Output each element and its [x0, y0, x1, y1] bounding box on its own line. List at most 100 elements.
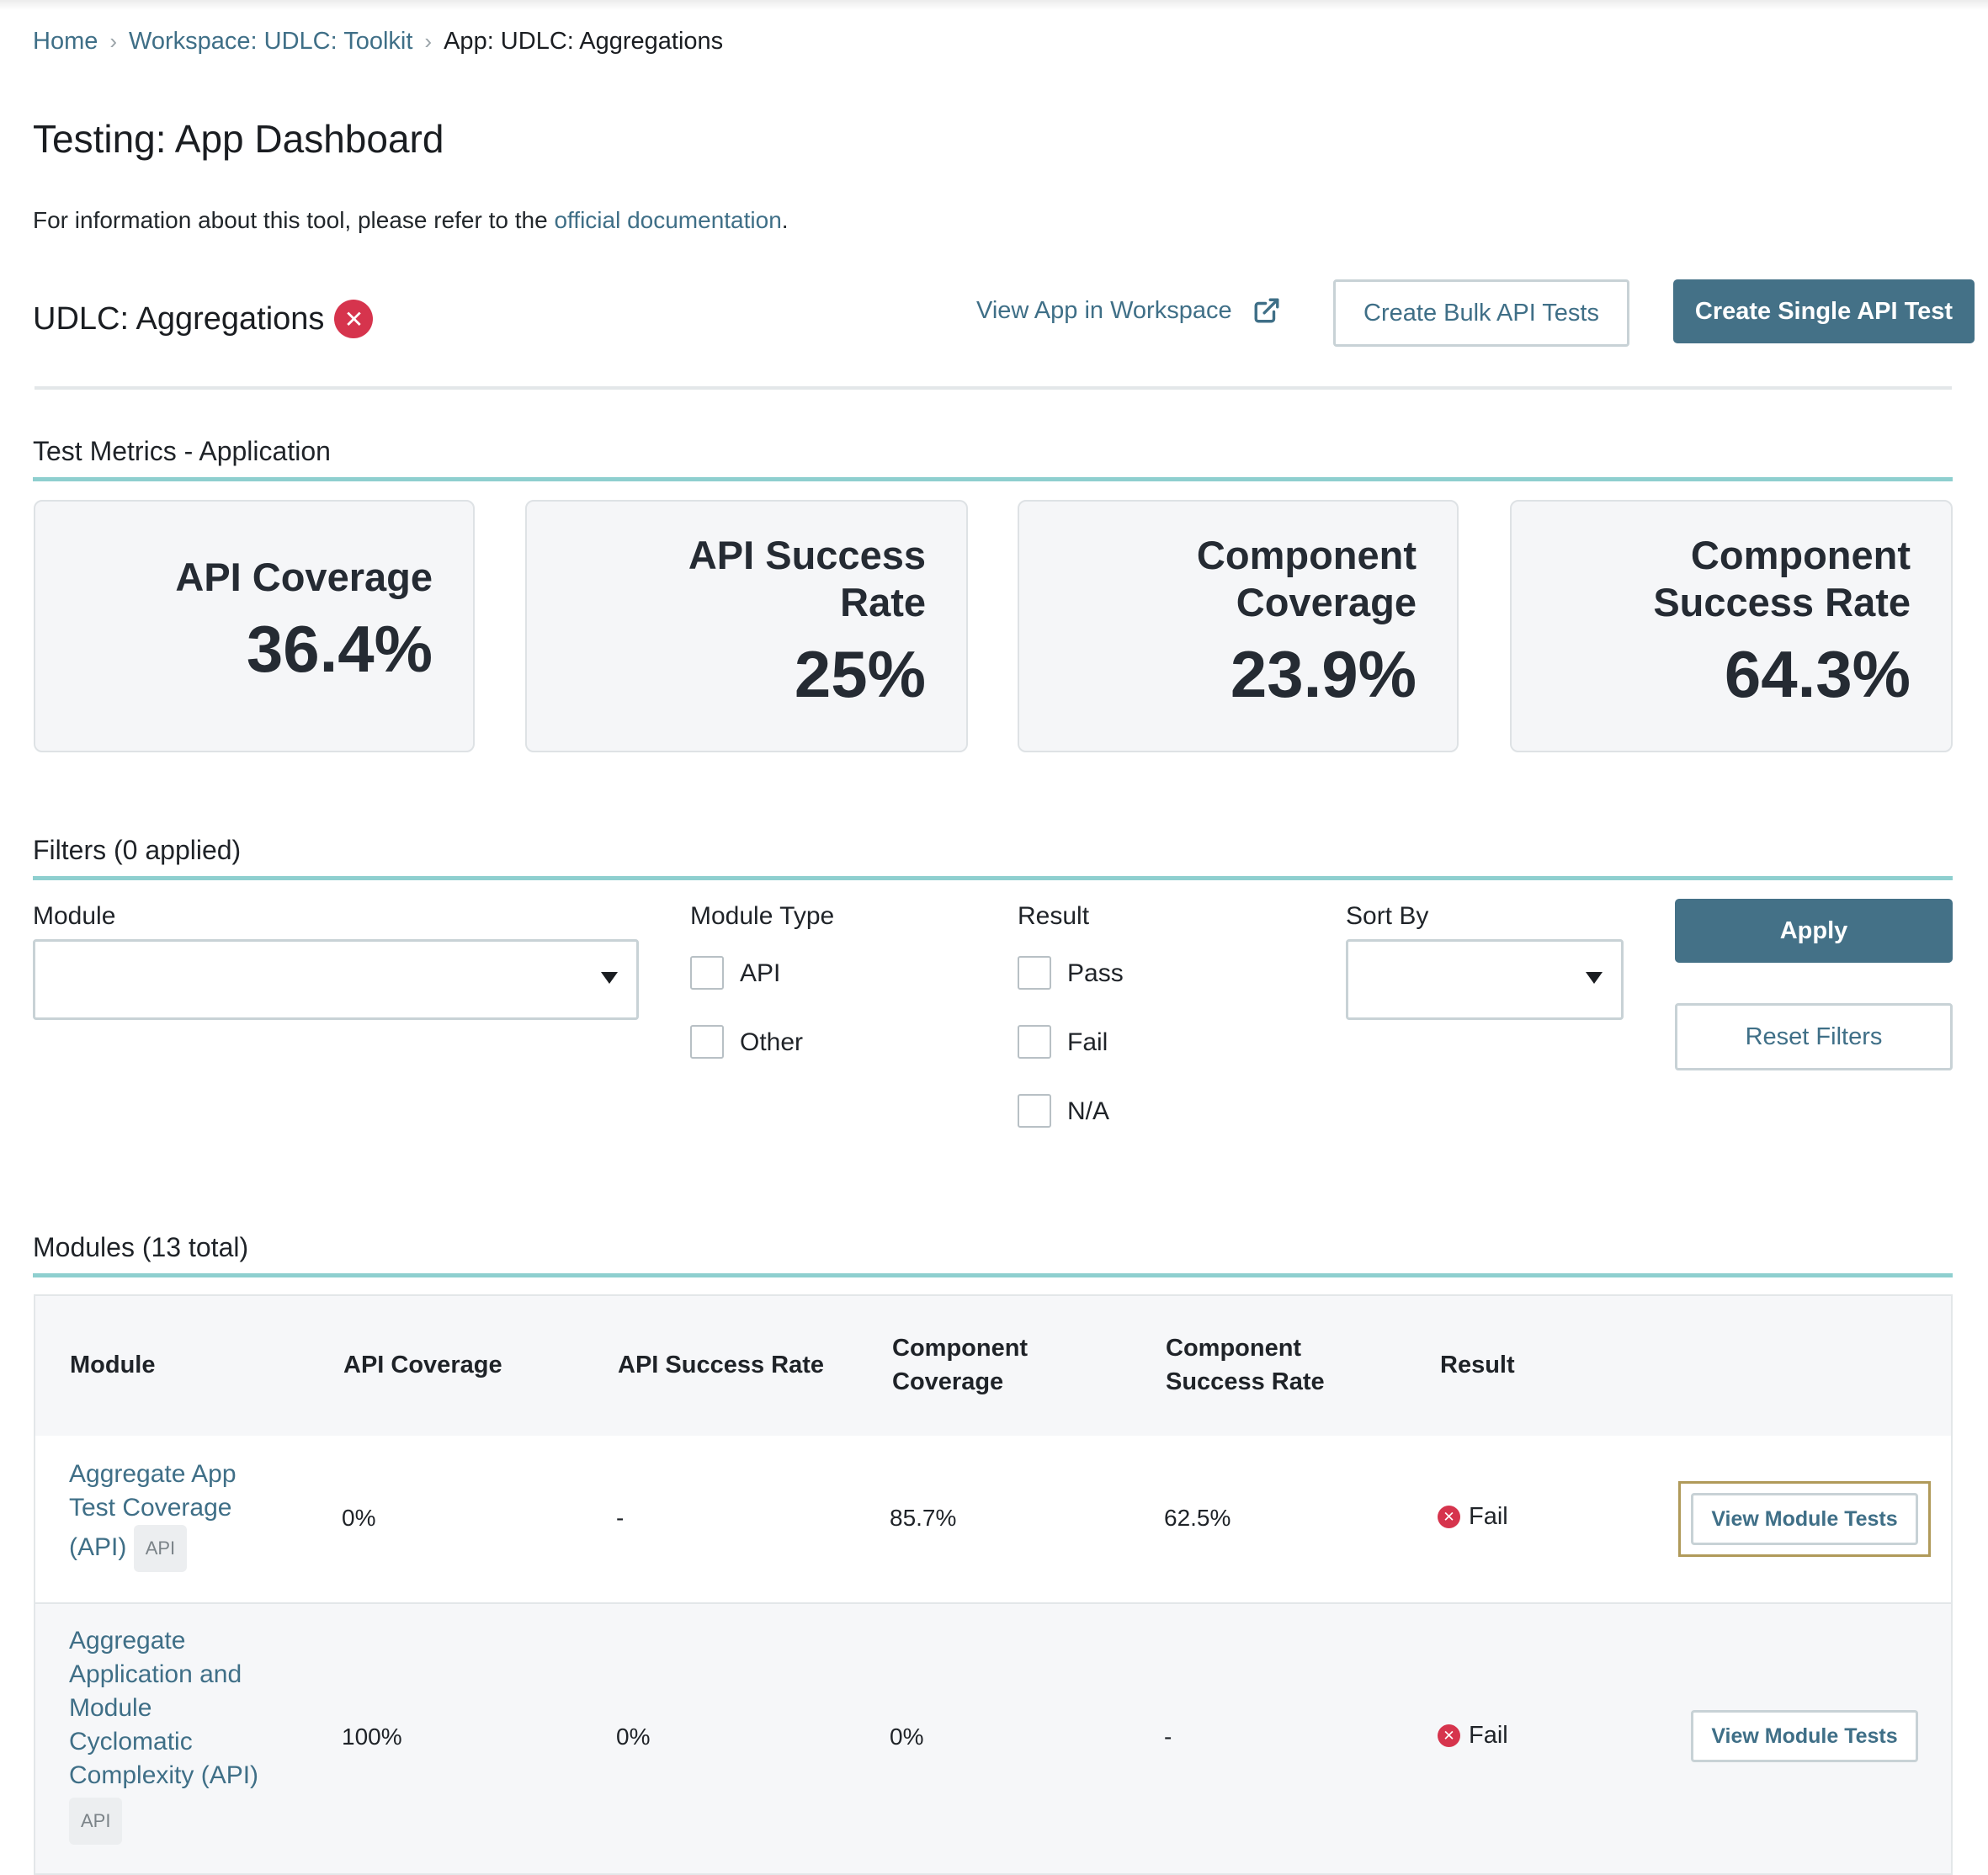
result-filter-label: Result — [1018, 902, 1090, 930]
th-line: Component — [892, 1335, 1029, 1362]
breadcrumb-current: App: UDLC: Aggregations — [444, 28, 724, 55]
metric-card-component-coverage: Component Coverage 23.9% — [1018, 500, 1459, 752]
focus-ring — [1678, 1481, 1931, 1557]
section-underline — [33, 876, 1953, 880]
module-name-line: Complexity (API) — [69, 1761, 259, 1789]
cell-component-success-rate: - — [1164, 1724, 1172, 1750]
checkbox-fail[interactable] — [1018, 1025, 1051, 1059]
module-type-label: Module Type — [690, 902, 835, 930]
metric-label-line: Rate — [840, 580, 926, 624]
metric-card-api-coverage: API Coverage 36.4% — [34, 500, 475, 752]
filters-title: Filters (0 applied) — [33, 835, 242, 865]
th-result: Result — [1440, 1352, 1515, 1378]
metric-value: 25% — [794, 637, 926, 711]
view-module-tests-button[interactable]: View Module Tests — [1691, 1710, 1918, 1762]
cell-component-success-rate: 62.5% — [1164, 1505, 1231, 1531]
external-link-icon — [1254, 298, 1279, 323]
section-underline — [33, 477, 1953, 481]
reset-filters-button[interactable]: Reset Filters — [1675, 1003, 1953, 1070]
module-name-link[interactable]: Aggregate App Test Coverage (API) API — [69, 1458, 237, 1572]
section-underline — [33, 1273, 1953, 1277]
app-header: UDLC: Aggregations ✕ — [33, 300, 374, 338]
top-shadow — [0, 0, 1988, 10]
checkbox-api[interactable] — [690, 956, 724, 990]
cell-result: ✕ Fail — [1438, 1503, 1508, 1531]
metric-value: 23.9% — [1230, 637, 1417, 711]
caret-down-icon — [601, 972, 618, 984]
checkbox-na-label: N/A — [1067, 1097, 1110, 1125]
view-app-in-workspace-link[interactable]: View App in Workspace — [976, 296, 1281, 325]
checkbox-other[interactable] — [690, 1025, 724, 1059]
metric-label-line: Coverage — [1236, 580, 1417, 624]
module-filter-label: Module — [33, 902, 116, 930]
checkbox-pass-label: Pass — [1067, 959, 1124, 987]
cell-component-coverage: 85.7% — [890, 1505, 957, 1531]
sort-by-select[interactable] — [1346, 939, 1624, 1020]
metric-card-component-success-rate: Component Success Rate 64.3% — [1510, 500, 1953, 752]
create-bulk-api-tests-button[interactable]: Create Bulk API Tests — [1333, 279, 1629, 347]
table-row: Aggregate Application and Module Cycloma… — [35, 1604, 1951, 1875]
metric-value: 36.4% — [246, 612, 433, 686]
cell-api-success-rate: 0% — [616, 1724, 651, 1750]
modules-title: Modules (13 total) — [33, 1232, 249, 1262]
module-name-line: Application and — [69, 1660, 242, 1688]
module-name-line: Cyclomatic — [69, 1728, 193, 1755]
module-type-tag: API — [133, 1525, 188, 1572]
breadcrumb-home[interactable]: Home — [33, 28, 98, 55]
info-text: For information about this tool, please … — [33, 207, 789, 234]
documentation-link[interactable]: official documentation — [554, 207, 782, 233]
checkbox-na[interactable] — [1018, 1094, 1051, 1128]
module-name-line: (API) — [69, 1532, 127, 1561]
view-module-tests-button[interactable]: View Module Tests — [1691, 1493, 1918, 1545]
breadcrumb: Home › Workspace: UDLC: Toolkit › App: U… — [33, 28, 723, 56]
cell-api-success-rate: - — [616, 1505, 625, 1531]
th-line: Coverage — [892, 1368, 1004, 1395]
th-line: Success Rate — [1166, 1368, 1325, 1395]
error-x-icon: ✕ — [334, 300, 374, 338]
metric-label-line: Component — [1690, 533, 1911, 577]
apply-button[interactable]: Apply — [1675, 899, 1953, 963]
checkbox-api-label: API — [740, 959, 781, 987]
breadcrumb-workspace[interactable]: Workspace: UDLC: Toolkit — [129, 28, 413, 55]
module-name-line: Aggregate App — [69, 1460, 237, 1488]
module-type-tag: API — [69, 1798, 123, 1845]
module-name-line: Test Coverage — [69, 1494, 232, 1522]
create-single-api-test-button[interactable]: Create Single API Test — [1673, 279, 1975, 343]
test-metrics-title: Test Metrics - Application — [33, 436, 331, 466]
th-line: Component — [1166, 1335, 1302, 1362]
table-row: Aggregate App Test Coverage (API) API 0%… — [35, 1436, 1951, 1604]
metric-label: API Coverage — [175, 554, 433, 601]
metric-label-line: Success Rate — [1653, 580, 1911, 624]
module-name-line: Aggregate — [69, 1627, 186, 1655]
modules-table: Module API Coverage API Success Rate Com… — [34, 1294, 1953, 1875]
th-component-coverage: Component Coverage — [892, 1331, 1028, 1399]
metric-label: API Success Rate — [688, 532, 926, 626]
view-app-label: View App in Workspace — [976, 296, 1232, 324]
sort-by-label: Sort By — [1346, 902, 1429, 930]
checkbox-fail-label: Fail — [1067, 1028, 1108, 1056]
metric-label-line: API Success — [688, 533, 926, 577]
result-label: Fail — [1469, 1722, 1508, 1749]
th-api-success-rate: API Success Rate — [618, 1352, 825, 1378]
error-x-icon: ✕ — [1438, 1506, 1460, 1528]
th-module: Module — [70, 1352, 156, 1378]
info-suffix: . — [781, 207, 789, 233]
metric-label: Component Success Rate — [1653, 532, 1911, 626]
metric-label: Component Coverage — [1197, 532, 1417, 626]
metric-value: 64.3% — [1724, 637, 1911, 711]
module-name-line: Module — [69, 1694, 152, 1722]
cell-api-coverage: 100% — [342, 1724, 402, 1750]
cell-api-coverage: 0% — [342, 1505, 376, 1531]
table-header: Module API Coverage API Success Rate Com… — [35, 1296, 1951, 1436]
page-title: Testing: App Dashboard — [33, 117, 444, 161]
info-prefix: For information about this tool, please … — [33, 207, 555, 233]
module-name-link[interactable]: Aggregate Application and Module Cycloma… — [69, 1624, 258, 1845]
th-component-success-rate: Component Success Rate — [1166, 1331, 1325, 1399]
divider — [35, 386, 1952, 390]
result-label: Fail — [1469, 1503, 1508, 1530]
chevron-right-icon: › — [109, 29, 118, 54]
checkbox-pass[interactable] — [1018, 956, 1051, 990]
module-select[interactable] — [33, 939, 639, 1020]
caret-down-icon — [1586, 972, 1603, 984]
cell-component-coverage: 0% — [890, 1724, 924, 1750]
